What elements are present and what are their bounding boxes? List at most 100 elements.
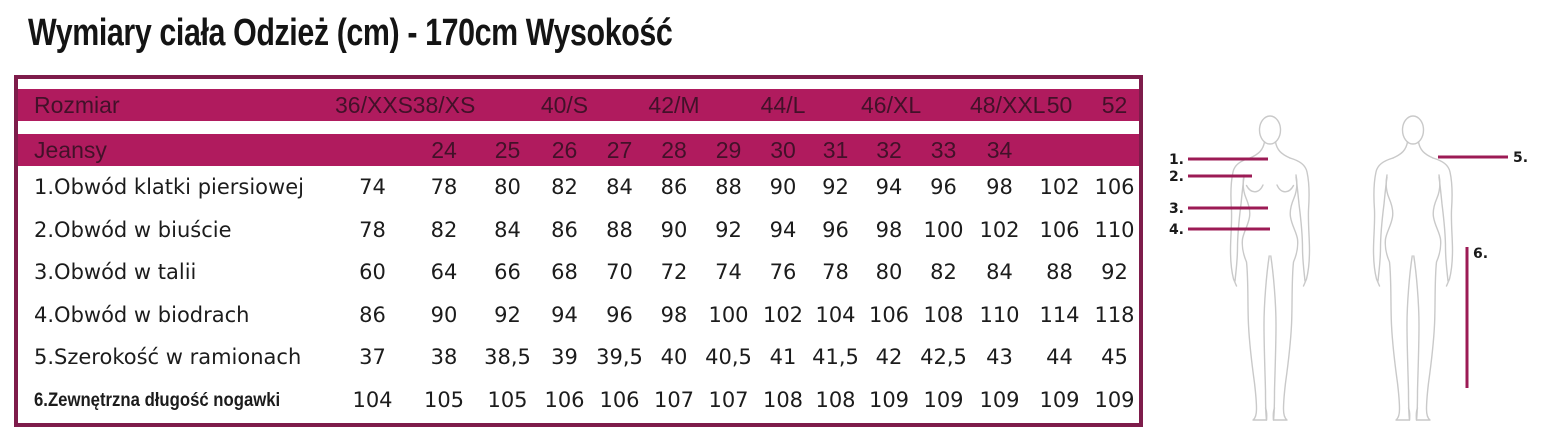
measurement-value: 39 [551,345,578,370]
measurement-value: 82 [430,217,458,242]
measurement-value: 82 [930,260,957,285]
measurement-label-text: 6.Zewnętrzna długość nogawki [34,390,281,412]
measurement-value: 80 [494,175,521,200]
measurement-value: 107 [708,387,749,412]
measurement-value: 88 [606,217,633,242]
measurement-value: 92 [715,217,742,242]
measurement-value: 37 [359,345,386,370]
page-title: Wymiary ciała Odzież (cm) - 170cm Wysoko… [28,12,673,54]
measurement-value: 94 [551,302,578,327]
measurement-value: 110 [1094,217,1135,242]
measurement-value: 108 [815,387,856,412]
measurement-value: 72 [660,260,688,285]
measurement-value: 66 [494,260,521,285]
spacer [18,121,1139,134]
measurement-value: 102 [762,302,804,327]
measurement-value: 86 [551,217,578,242]
measurement-value: 38 [430,345,458,370]
measurement-value: 38,5 [484,345,531,370]
measurement-row-leg-length: 6.Zewnętrzna długość nogawki 104 105 105… [18,379,1139,422]
measurement-value: 106 [599,387,640,412]
measurement-value: 106 [1094,175,1135,200]
jeans-size-cell: 28 [661,136,687,163]
measurement-value: 114 [1039,302,1080,327]
body-outline-front [1231,116,1310,420]
measurement-value: 107 [653,387,695,412]
jeans-size-cell: 29 [715,136,742,163]
marker-label-1: 1. [1169,152,1184,168]
measurement-value: 42 [875,345,903,370]
measurement-row-bust: 2.Obwód w biuście 78 82 84 86 88 90 92 9… [18,209,1139,252]
measurement-row-waist: 3.Obwód w talii 60 64 66 68 70 72 74 76 … [18,251,1139,294]
measurement-value: 41 [769,345,797,370]
size-cell: 42/M [648,91,700,118]
measurement-label: 1.Obwód klatki piersiowej [34,175,304,200]
measurement-value: 96 [822,217,849,242]
size-header-label: Rozmiar [34,91,120,118]
jeans-size-cell: 33 [930,136,957,163]
measurement-value: 90 [769,175,797,200]
measurement-value: 80 [875,260,903,285]
body-diagrams: 1. 2. 3. 4. 5. 6. [1169,78,1528,442]
measurement-value: 64 [430,260,458,285]
measurement-label: 4.Obwód w biodrach [34,302,250,327]
measurement-value: 109 [1039,387,1080,412]
measurement-value: 40 [660,345,688,370]
jeans-header-row: Jeansy 24 25 26 27 28 29 30 31 32 33 34 [18,134,1139,166]
measurement-value: 84 [986,260,1013,285]
measurement-value: 109 [1094,387,1135,412]
size-chart-table: Rozmiar 36/XXS 38/XS 40/S 42/M 44/L 46/X… [14,75,1143,427]
measurement-value: 98 [875,217,903,242]
measurement-value: 108 [762,387,804,412]
measurement-value: 60 [359,260,386,285]
marker-label-5: 5. [1513,150,1528,166]
measurement-value: 105 [487,387,528,412]
measurement-value: 76 [769,260,797,285]
size-cell: 44/L [760,91,806,118]
jeans-size-cell: 31 [822,136,849,163]
measurement-value: 68 [551,260,578,285]
measurement-label: 3.Obwód w talii [34,260,197,285]
spacer [18,79,1139,89]
measurement-value: 102 [979,217,1020,242]
measurement-value: 90 [430,302,458,327]
measurement-value: 84 [494,217,521,242]
measurement-value: 88 [1046,260,1073,285]
jeans-size-cell: 24 [431,136,457,163]
measurement-value: 78 [359,217,386,242]
measurement-value: 39,5 [596,345,643,370]
measurement-label: 6.Zewnętrzna długość nogawki [18,387,335,412]
measurement-value: 100 [923,217,964,242]
size-cell: 38/XS [412,91,476,118]
measurement-value: 96 [606,302,633,327]
measurement-value: 104 [815,302,856,327]
jeans-size-cell: 26 [551,136,578,163]
measurement-value: 94 [769,217,797,242]
measurement-row-chest: 1.Obwód klatki piersiowej 74 78 80 82 84… [18,166,1139,209]
measurement-value: 92 [822,175,849,200]
measurement-value: 41,5 [812,345,859,370]
measurement-label: 5.Szerokość w ramionach [34,345,302,370]
measurement-value: 40,5 [705,345,752,370]
measurement-value: 82 [551,175,578,200]
measurement-value: 105 [423,387,465,412]
measurement-value: 94 [875,175,903,200]
measurement-value: 44 [1046,345,1073,370]
measurement-value: 78 [430,175,458,200]
measurement-value: 109 [923,387,964,412]
measurement-value: 108 [923,302,964,327]
measurement-value: 74 [359,175,386,200]
marker-label-2: 2. [1169,169,1184,185]
body-outline-back [1374,116,1453,420]
measurement-value: 98 [986,175,1013,200]
measurement-value: 102 [1039,175,1080,200]
measurement-value: 100 [708,302,749,327]
measurement-row-shoulders: 5.Szerokość w ramionach 37 38 38,5 39 39… [18,336,1139,379]
size-cell: 46/XL [861,91,922,118]
measurement-value: 98 [660,302,688,327]
measurement-value: 84 [606,175,633,200]
size-cell: 50 [1046,91,1073,118]
measurement-value: 92 [1101,260,1128,285]
measurement-value: 104 [352,387,393,412]
measurement-value: 74 [715,260,742,285]
